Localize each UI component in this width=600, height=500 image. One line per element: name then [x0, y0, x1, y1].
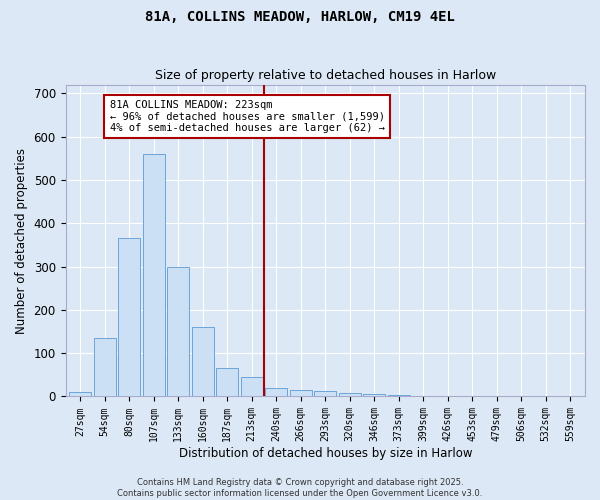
Text: Contains HM Land Registry data © Crown copyright and database right 2025.
Contai: Contains HM Land Registry data © Crown c… — [118, 478, 482, 498]
Bar — [216, 368, 238, 396]
Bar — [94, 338, 116, 396]
Bar — [363, 394, 385, 396]
Bar — [265, 388, 287, 396]
Bar — [143, 154, 165, 396]
Y-axis label: Number of detached properties: Number of detached properties — [15, 148, 28, 334]
Bar — [339, 394, 361, 396]
Bar — [192, 327, 214, 396]
Bar — [290, 390, 312, 396]
Text: 81A COLLINS MEADOW: 223sqm
← 96% of detached houses are smaller (1,599)
4% of se: 81A COLLINS MEADOW: 223sqm ← 96% of deta… — [110, 100, 385, 133]
Bar — [388, 395, 410, 396]
Title: Size of property relative to detached houses in Harlow: Size of property relative to detached ho… — [155, 69, 496, 82]
X-axis label: Distribution of detached houses by size in Harlow: Distribution of detached houses by size … — [179, 447, 472, 460]
Bar — [118, 238, 140, 396]
Bar — [314, 391, 336, 396]
Bar — [167, 266, 189, 396]
Bar — [241, 377, 263, 396]
Bar — [69, 392, 91, 396]
Text: 81A, COLLINS MEADOW, HARLOW, CM19 4EL: 81A, COLLINS MEADOW, HARLOW, CM19 4EL — [145, 10, 455, 24]
